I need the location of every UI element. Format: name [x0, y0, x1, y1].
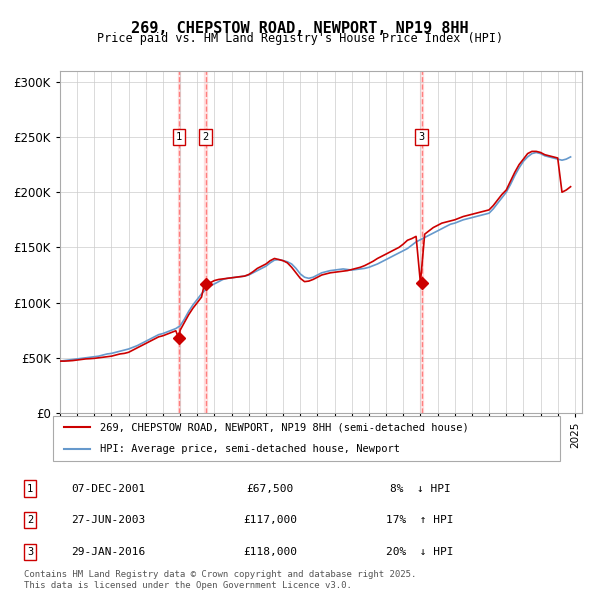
Bar: [204, 71, 207, 413]
FancyBboxPatch shape: [53, 415, 560, 461]
Text: £67,500: £67,500: [247, 484, 293, 493]
Text: 269, CHEPSTOW ROAD, NEWPORT, NP19 8HH (semi-detached house): 269, CHEPSTOW ROAD, NEWPORT, NP19 8HH (s…: [100, 422, 469, 432]
Text: Contains HM Land Registry data © Crown copyright and database right 2025.
This d: Contains HM Land Registry data © Crown c…: [24, 570, 416, 589]
Text: 17%  ↑ HPI: 17% ↑ HPI: [386, 515, 454, 525]
Text: £117,000: £117,000: [243, 515, 297, 525]
Text: 29-JAN-2016: 29-JAN-2016: [71, 547, 145, 557]
Text: 1: 1: [27, 484, 33, 493]
Bar: [421, 71, 423, 413]
Text: Price paid vs. HM Land Registry's House Price Index (HPI): Price paid vs. HM Land Registry's House …: [97, 32, 503, 45]
Text: 2: 2: [202, 132, 209, 142]
Text: 07-DEC-2001: 07-DEC-2001: [71, 484, 145, 493]
Text: £118,000: £118,000: [243, 547, 297, 557]
Bar: [178, 71, 181, 413]
Text: 3: 3: [27, 547, 33, 557]
Text: 8%  ↓ HPI: 8% ↓ HPI: [389, 484, 451, 493]
Text: 2: 2: [27, 515, 33, 525]
Text: 269, CHEPSTOW ROAD, NEWPORT, NP19 8HH: 269, CHEPSTOW ROAD, NEWPORT, NP19 8HH: [131, 21, 469, 35]
Text: 1: 1: [176, 132, 182, 142]
Text: 27-JUN-2003: 27-JUN-2003: [71, 515, 145, 525]
Text: HPI: Average price, semi-detached house, Newport: HPI: Average price, semi-detached house,…: [100, 444, 400, 454]
Text: 3: 3: [419, 132, 425, 142]
Text: 20%  ↓ HPI: 20% ↓ HPI: [386, 547, 454, 557]
